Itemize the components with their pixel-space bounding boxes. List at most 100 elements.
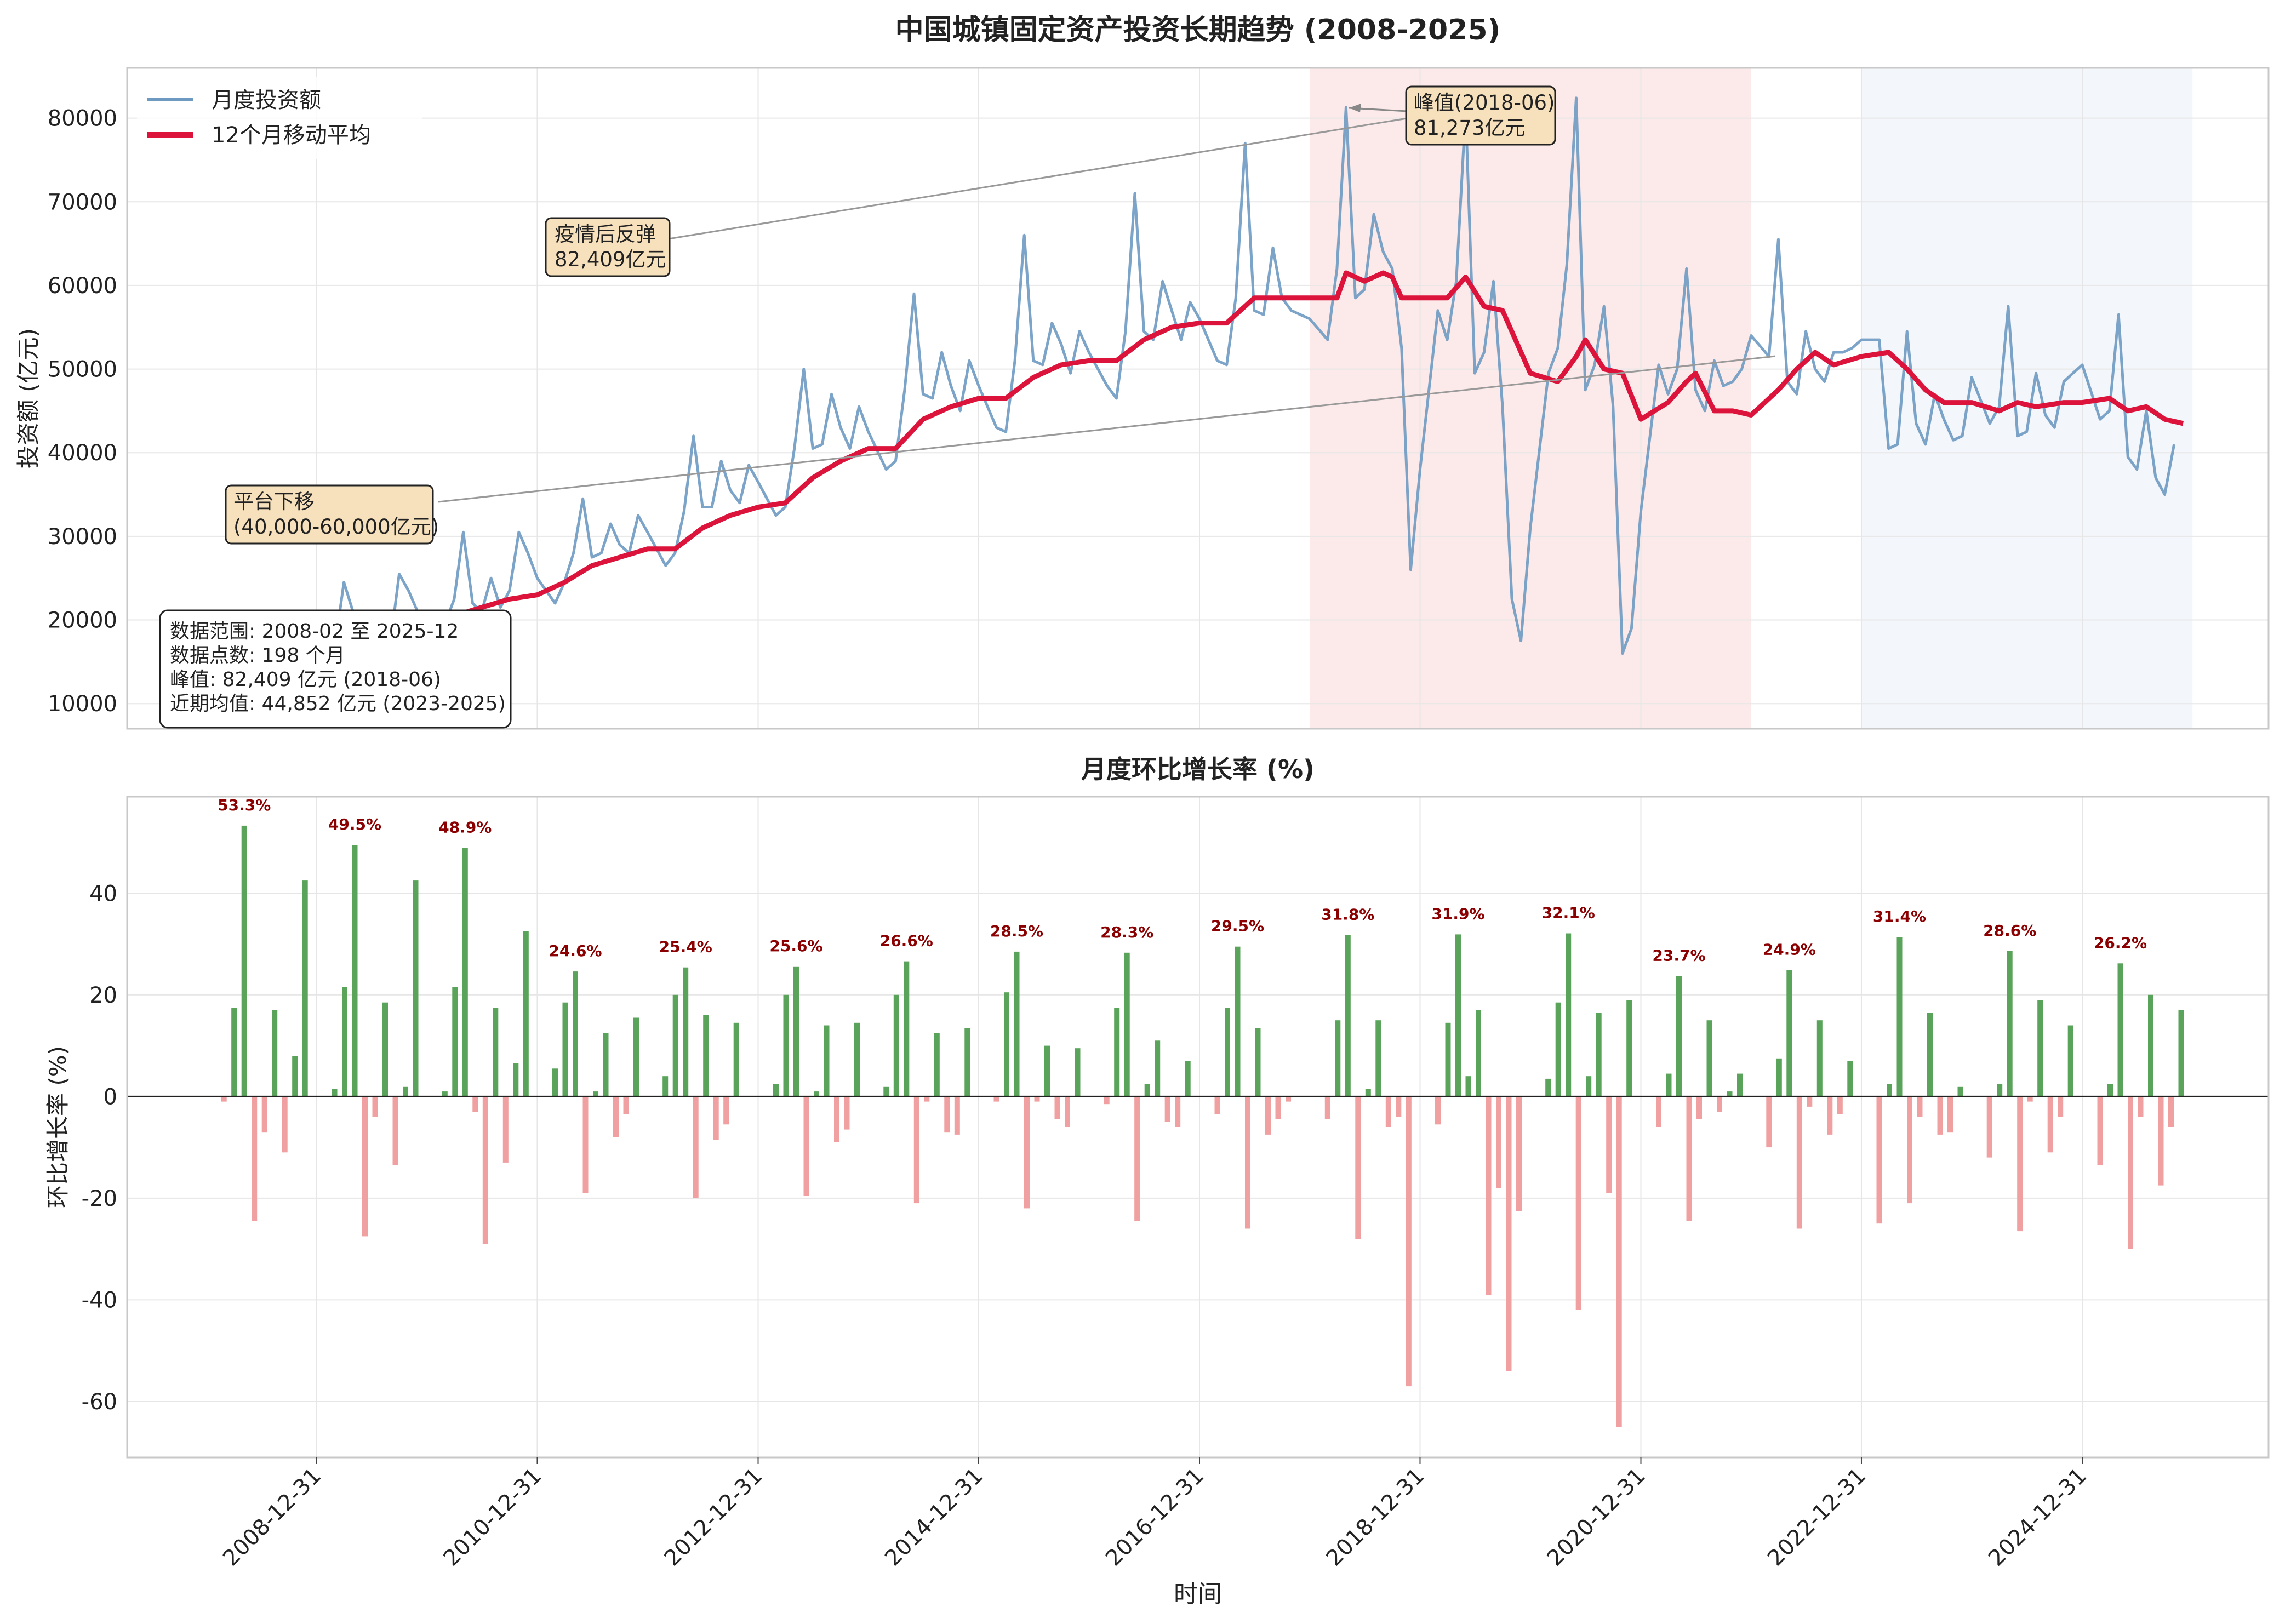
growth-bar [261, 1096, 267, 1133]
growth-bar [482, 1096, 488, 1244]
growth-bar [1827, 1096, 1833, 1135]
growth-chart-grid [127, 797, 2269, 1457]
growth-bar [964, 1028, 970, 1097]
growth-bar [413, 880, 419, 1097]
annotation-peak: 峰值(2018-06) 81,273亿元 [1405, 85, 1556, 146]
peak-label: 24.9% [1763, 940, 1816, 958]
growth-bar [573, 971, 578, 1097]
growth-bar [502, 1096, 509, 1163]
growth-bar [2047, 1096, 2053, 1153]
growth-bar [282, 1096, 288, 1153]
growth-bar [1255, 1028, 1261, 1097]
growth-bar [2107, 1084, 2113, 1097]
growth-bar [1476, 1010, 1481, 1097]
legend: 月度投资额 12个月移动平均 [137, 77, 422, 159]
growth-bar [352, 845, 358, 1097]
growth-bar [824, 1025, 830, 1097]
growth-bar [392, 1096, 398, 1165]
peak-label: 48.9% [438, 819, 492, 837]
growth-bar [1947, 1096, 1953, 1133]
main-chart-title: 中国城镇固定资产投资长期趋势 (2008-2025) [895, 14, 1501, 47]
peak-label: 31.9% [1431, 905, 1484, 923]
growth-bar [683, 967, 689, 1097]
growth-bar [1134, 1096, 1140, 1221]
growth-bar [562, 1002, 568, 1097]
growth-bar [934, 1033, 940, 1097]
main-chart-y-ticks: 10000 20000 30000 40000 50000 60000 70000 80000 [48, 106, 117, 717]
growth-bar [462, 848, 468, 1097]
growth-bar [1144, 1084, 1150, 1097]
y-tick-label: 10000 [48, 691, 117, 717]
x-tick-label: 2018-12-31 [1322, 1463, 1430, 1571]
growth-bar [1656, 1096, 1661, 1127]
growth-bar [1816, 1020, 1823, 1097]
y-tick-label: 20 [89, 983, 117, 1008]
growth-bar [1104, 1096, 1110, 1105]
growth-bar [292, 1056, 298, 1097]
growth-bar [1575, 1096, 1581, 1310]
main-chart-series [223, 96, 2184, 672]
growth-bar [2138, 1096, 2144, 1117]
growth-bar [954, 1096, 960, 1135]
annotation-box-platform [225, 484, 434, 545]
growth-bar [2148, 994, 2153, 1097]
main-chart-frame [126, 67, 2270, 730]
growth-bar [593, 1091, 598, 1097]
annotation-box-peak [1405, 85, 1556, 146]
annotation-rebound-line2: 82,409亿元 [555, 248, 666, 271]
peak-label: 24.6% [549, 942, 602, 960]
growth-bar [1024, 1096, 1030, 1209]
peak-label: 49.5% [328, 815, 381, 833]
growth-bar [382, 1002, 388, 1097]
growth-bar [1876, 1096, 1882, 1224]
growth-bar [1014, 951, 1020, 1097]
growth-bar [1235, 946, 1241, 1097]
growth-bar [924, 1096, 930, 1102]
growth-bar [1887, 1084, 1892, 1097]
peak-label: 28.3% [1100, 923, 1153, 941]
growth-bar [2017, 1096, 2023, 1232]
growth-bar [1396, 1096, 1402, 1117]
growth-bar [2128, 1096, 2133, 1249]
growth-chart-y-label: 环比增长率 (%) [44, 1046, 71, 1208]
y-tick-label: 70000 [48, 190, 117, 215]
growth-bar [582, 1096, 589, 1193]
growth-bar [1766, 1096, 1772, 1148]
annotation-rebound: 疫情后反弹 82,409亿元 [545, 217, 671, 277]
annotation-peak-line1: 峰值(2018-06) [1414, 91, 1555, 115]
growth-bar [1896, 937, 1903, 1097]
shaded-region-1 [1310, 68, 1751, 729]
growth-bar [904, 961, 910, 1097]
shaded-region-2 [1861, 68, 2193, 729]
annotation-platform: 平台下移 (40,000-60,000亿元) [225, 484, 439, 545]
growth-bar [1706, 1020, 1712, 1097]
growth-bar [2058, 1096, 2064, 1117]
peak-label: 25.4% [659, 938, 712, 956]
shaded-regions [1310, 68, 2193, 729]
series-line-moving_average [305, 270, 2184, 672]
growth-bar [603, 1033, 609, 1097]
x-tick-label: 2020-12-31 [1543, 1463, 1650, 1571]
y-tick-label: -20 [82, 1186, 117, 1211]
growth-bar [362, 1096, 368, 1237]
growth-bar [662, 1076, 669, 1097]
growth-chart-title: 月度环比增长率 (%) [1081, 754, 1315, 784]
growth-bar [1997, 1084, 2003, 1097]
growth-bar [844, 1096, 850, 1130]
peak-label: 26.2% [2094, 934, 2147, 952]
growth-bar [403, 1086, 408, 1097]
growth-bar [1075, 1048, 1081, 1097]
peak-label: 28.5% [990, 922, 1043, 940]
growth-bar [1164, 1096, 1170, 1122]
info-box: 数据范围: 2008-02 至 2025-12 数据点数: 198 个月 峰值:… [159, 609, 512, 729]
annotation-platform-line2: (40,000-60,000亿元) [233, 515, 439, 539]
annotation-box-rebound [545, 217, 671, 277]
main-chart-axes: 10000 20000 30000 40000 50000 60000 70000 80000… [15, 67, 2270, 730]
growth-bar [793, 966, 799, 1097]
growth-bar [1566, 933, 1572, 1097]
growth-bar [1124, 952, 1130, 1097]
growth-bar [1155, 1040, 1161, 1097]
growth-bar [1065, 1096, 1070, 1127]
growth-bar [1486, 1096, 1492, 1295]
growth-bar [1917, 1096, 1923, 1117]
